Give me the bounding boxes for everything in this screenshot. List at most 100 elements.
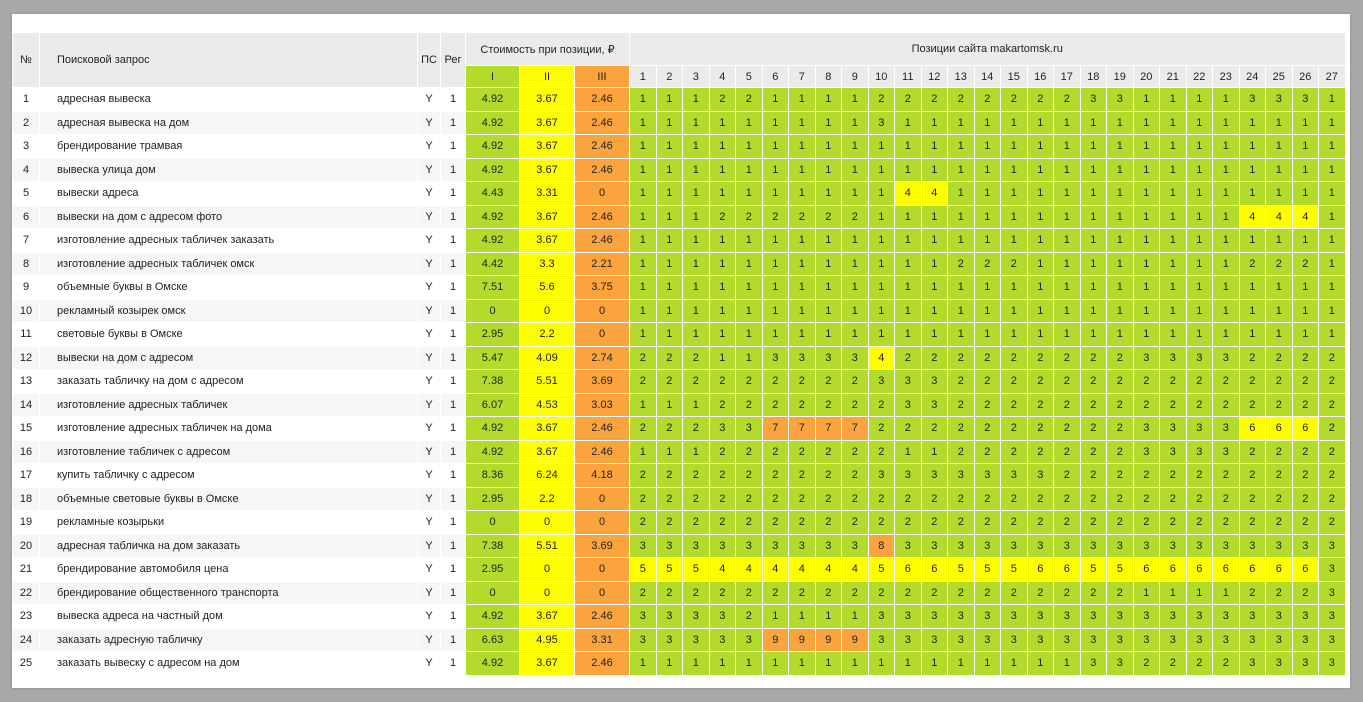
position-cell[interactable]: 1 <box>973 322 1001 347</box>
position-cell[interactable]: 6 <box>1053 557 1081 582</box>
cost-cell[interactable]: 2.46 <box>574 604 630 629</box>
col-header-position[interactable]: 5 <box>735 65 763 88</box>
region-cell[interactable]: 1 <box>440 604 466 629</box>
position-cell[interactable]: 2 <box>1318 486 1346 511</box>
position-cell[interactable]: 1 <box>1053 134 1081 159</box>
position-cell[interactable]: 3 <box>655 627 683 652</box>
position-cell[interactable]: 2 <box>1238 580 1266 605</box>
position-cell[interactable]: 1 <box>894 110 922 135</box>
cost-cell[interactable]: 2.95 <box>465 322 520 347</box>
position-cell[interactable]: 1 <box>1212 87 1240 112</box>
position-cell[interactable]: 2 <box>841 369 869 394</box>
position-cell[interactable]: 1 <box>973 181 1001 206</box>
position-cell[interactable]: 2 <box>1185 486 1213 511</box>
position-cell[interactable]: 2 <box>1106 510 1134 535</box>
position-cell[interactable]: 1 <box>867 651 895 676</box>
region-cell[interactable]: 1 <box>440 87 466 112</box>
position-cell[interactable]: 2 <box>788 204 816 229</box>
position-cell[interactable]: 1 <box>1026 110 1054 135</box>
position-cell[interactable]: 1 <box>1106 204 1134 229</box>
position-cell[interactable]: 1 <box>1318 322 1346 347</box>
col-header-position[interactable]: 27 <box>1318 65 1346 88</box>
row-number-cell[interactable]: 16 <box>12 439 40 464</box>
position-cell[interactable]: 1 <box>708 345 736 370</box>
position-cell[interactable]: 1 <box>1053 298 1081 323</box>
position-cell[interactable]: 2 <box>735 439 763 464</box>
position-cell[interactable]: 2 <box>1318 369 1346 394</box>
position-cell[interactable]: 2 <box>947 510 975 535</box>
ps-cell[interactable]: Y <box>417 87 441 112</box>
position-cell[interactable]: 1 <box>788 134 816 159</box>
position-cell[interactable]: 3 <box>1185 439 1213 464</box>
position-cell[interactable]: 3 <box>920 604 948 629</box>
position-cell[interactable]: 2 <box>1265 369 1293 394</box>
cost-cell[interactable]: 3.69 <box>574 369 630 394</box>
position-cell[interactable]: 1 <box>920 651 948 676</box>
position-cell[interactable]: 3 <box>1318 627 1346 652</box>
position-cell[interactable]: 3 <box>1026 533 1054 558</box>
position-cell[interactable]: 2 <box>867 510 895 535</box>
cost-cell[interactable]: 4.92 <box>465 110 520 135</box>
position-cell[interactable]: 1 <box>1318 204 1346 229</box>
position-cell[interactable]: 5 <box>1079 557 1107 582</box>
position-cell[interactable]: 2 <box>708 486 736 511</box>
position-cell[interactable]: 3 <box>1265 651 1293 676</box>
row-number-cell[interactable]: 13 <box>12 369 40 394</box>
cost-cell[interactable]: 3.67 <box>519 439 575 464</box>
table-row[interactable]: 14 изготовление адресных табличек Y 1 6.07 4.… <box>12 392 1346 417</box>
position-cell[interactable]: 3 <box>920 533 948 558</box>
row-number-cell[interactable]: 19 <box>12 510 40 535</box>
position-cell[interactable]: 1 <box>655 228 683 253</box>
cost-cell[interactable]: 2.95 <box>465 486 520 511</box>
position-cell[interactable]: 3 <box>1291 87 1319 112</box>
col-header-position[interactable]: 8 <box>814 65 842 88</box>
position-cell[interactable]: 2 <box>973 439 1001 464</box>
ps-cell[interactable]: Y <box>417 228 441 253</box>
cost-cell[interactable]: 4.95 <box>519 627 575 652</box>
position-cell[interactable]: 2 <box>761 204 789 229</box>
position-cell[interactable]: 1 <box>1079 110 1107 135</box>
col-header-position[interactable]: 3 <box>682 65 710 88</box>
position-cell[interactable]: 1 <box>629 87 657 112</box>
position-cell[interactable]: 2 <box>1026 439 1054 464</box>
position-cell[interactable]: 1 <box>1106 157 1134 182</box>
position-cell[interactable]: 1 <box>1106 181 1134 206</box>
position-cell[interactable]: 1 <box>1053 322 1081 347</box>
position-cell[interactable]: 1 <box>1291 110 1319 135</box>
position-cell[interactable]: 2 <box>735 369 763 394</box>
position-cell[interactable]: 3 <box>1159 604 1187 629</box>
cost-cell[interactable]: 2.95 <box>465 557 520 582</box>
position-cell[interactable]: 2 <box>735 486 763 511</box>
position-cell[interactable]: 3 <box>1212 627 1240 652</box>
position-cell[interactable]: 1 <box>841 322 869 347</box>
position-cell[interactable]: 1 <box>655 251 683 276</box>
position-cell[interactable]: 2 <box>1053 416 1081 441</box>
position-cell[interactable]: 1 <box>761 87 789 112</box>
table-row[interactable]: 4 вывеска улица дом Y 1 4.92 3.67 2.46 1 1 1 1 1 1 1 1… <box>12 157 1346 182</box>
position-cell[interactable]: 1 <box>867 134 895 159</box>
position-cell[interactable]: 1 <box>867 181 895 206</box>
position-cell[interactable]: 2 <box>1026 392 1054 417</box>
position-cell[interactable]: 1 <box>735 298 763 323</box>
position-cell[interactable]: 2 <box>867 392 895 417</box>
position-cell[interactable]: 2 <box>1053 369 1081 394</box>
position-cell[interactable]: 1 <box>655 181 683 206</box>
position-cell[interactable]: 2 <box>1159 392 1187 417</box>
position-cell[interactable]: 1 <box>814 228 842 253</box>
position-cell[interactable]: 2 <box>841 510 869 535</box>
position-cell[interactable]: 1 <box>814 298 842 323</box>
position-cell[interactable]: 1 <box>1079 157 1107 182</box>
position-cell[interactable]: 2 <box>1106 369 1134 394</box>
position-cell[interactable]: 2 <box>1132 392 1160 417</box>
position-cell[interactable]: 2 <box>1000 369 1028 394</box>
position-cell[interactable]: 3 <box>1318 557 1346 582</box>
position-cell[interactable]: 3 <box>1026 604 1054 629</box>
position-cell[interactable]: 3 <box>1265 533 1293 558</box>
cost-cell[interactable]: 0 <box>574 181 630 206</box>
position-cell[interactable]: 2 <box>867 486 895 511</box>
position-cell[interactable]: 1 <box>894 298 922 323</box>
position-cell[interactable]: 2 <box>788 392 816 417</box>
row-number-cell[interactable]: 2 <box>12 110 40 135</box>
position-cell[interactable]: 2 <box>655 510 683 535</box>
position-cell[interactable]: 2 <box>1318 392 1346 417</box>
